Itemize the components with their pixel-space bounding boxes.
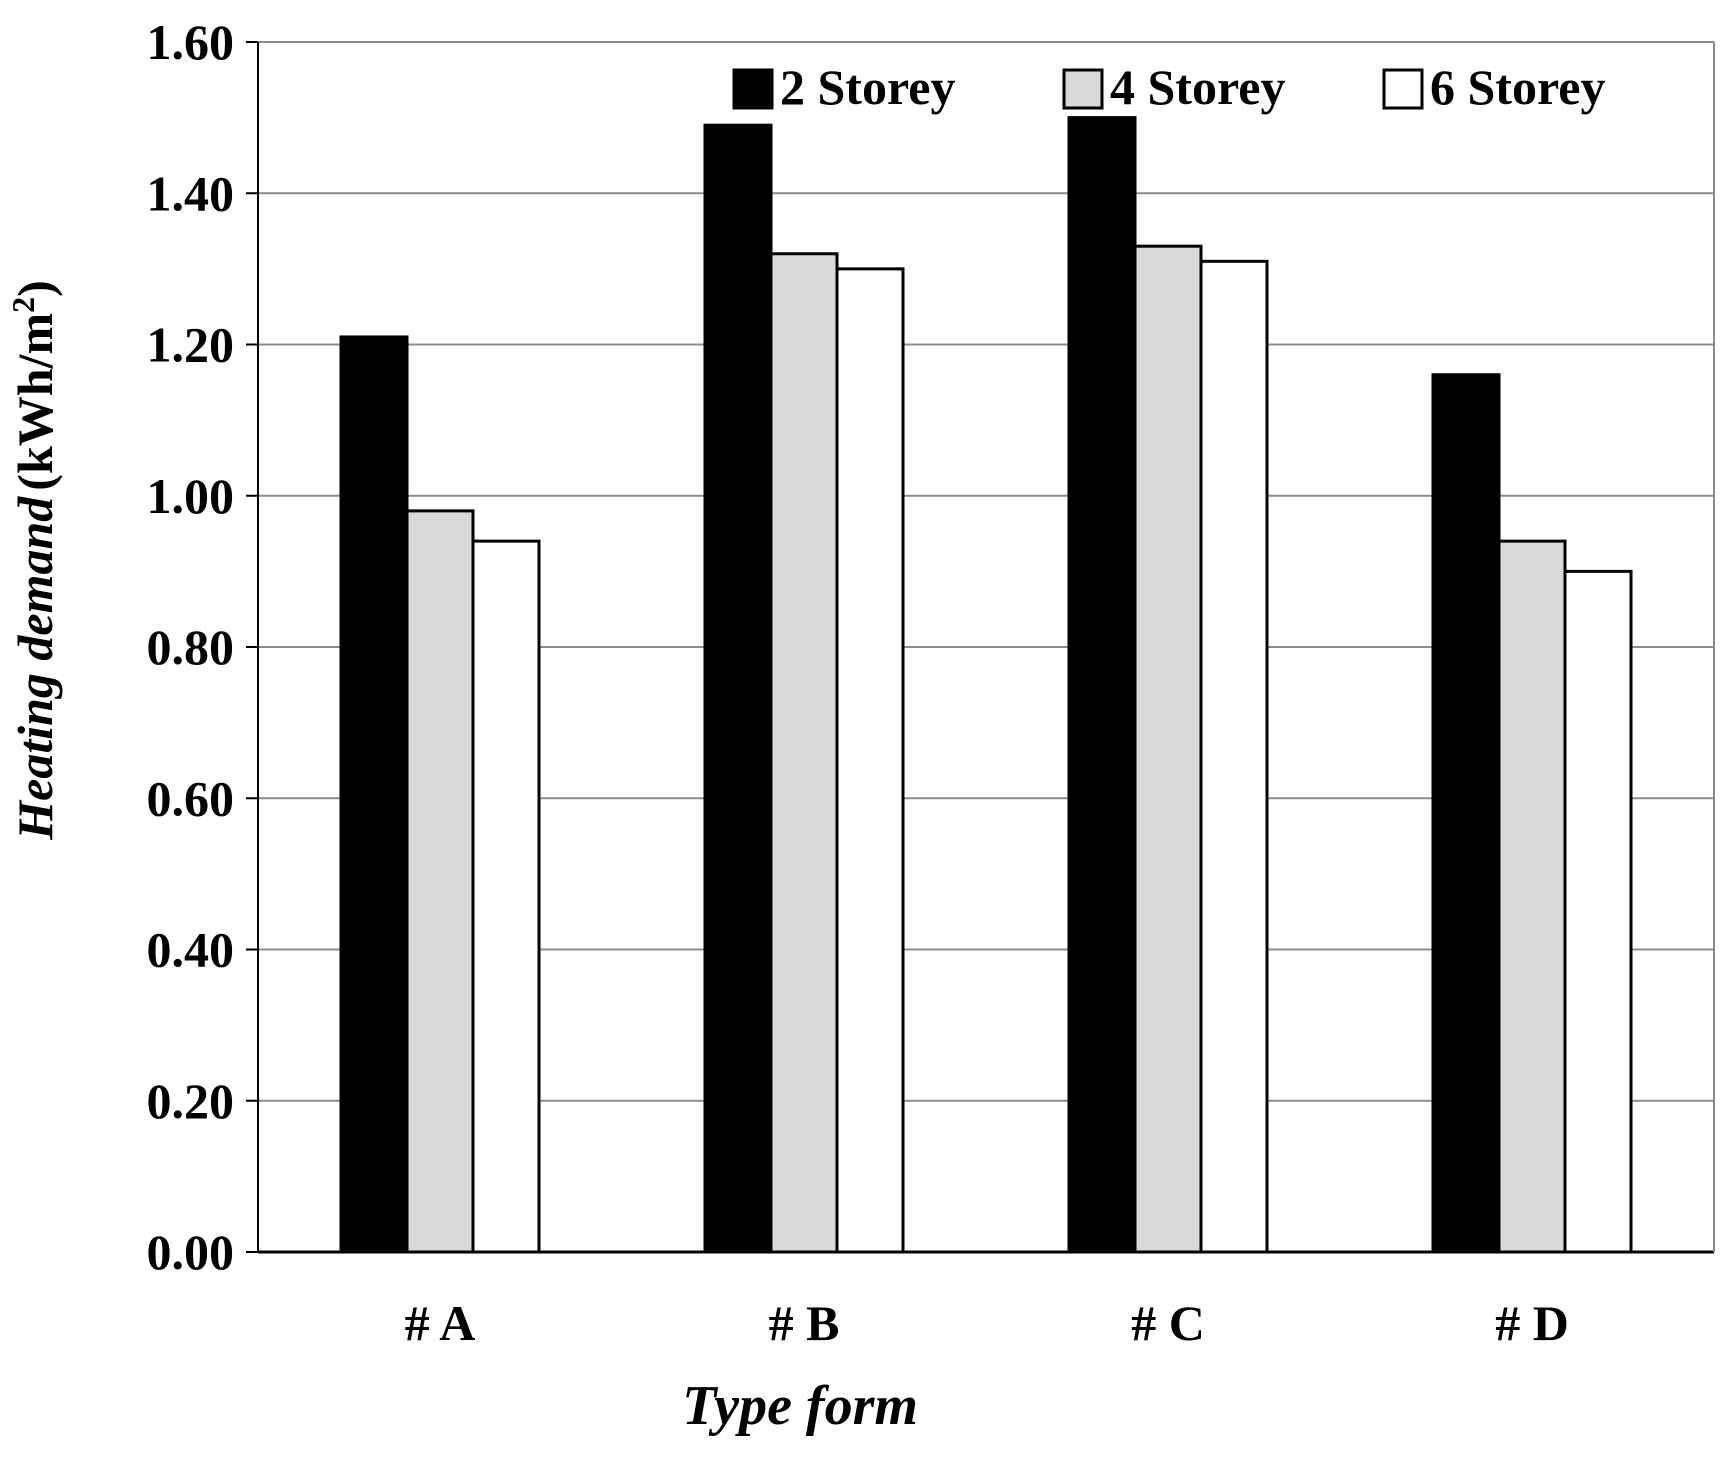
bar (1133, 244, 1203, 1254)
x-tick-label: # A (405, 1295, 476, 1351)
y-tick-label: 1.60 (147, 14, 235, 70)
y-tick-label: 0.60 (147, 770, 235, 826)
y-tick-label: 1.20 (147, 317, 235, 373)
y-tick-label: 0.40 (147, 922, 235, 978)
bar (339, 335, 409, 1254)
bar (703, 123, 773, 1254)
y-tick-label: 0.20 (147, 1073, 235, 1129)
bars (339, 116, 1633, 1254)
legend-swatch (1062, 68, 1104, 110)
y-tick-labels: 0.00 0.20 0.40 0.60 0.80 1.00 1.20 1.40 1.60 (147, 14, 235, 1280)
bar (769, 252, 839, 1254)
bar (1563, 569, 1633, 1254)
y-axis-label-close: ) (7, 280, 63, 297)
legend-swatch (1382, 68, 1424, 110)
legend-label: 6 Storey (1430, 59, 1605, 115)
legend: 2 Storey 4 Storey 6 Storey (732, 59, 1605, 115)
bar (1431, 373, 1501, 1254)
y-tick-label: 1.40 (147, 165, 235, 221)
x-tick-label: # C (1131, 1295, 1205, 1351)
bar (1497, 539, 1567, 1254)
bar (471, 539, 541, 1254)
legend-swatch (732, 68, 774, 110)
y-axis-label: Heating demand(kWh/m2) (5, 280, 63, 841)
x-tick-label: # D (1495, 1295, 1569, 1351)
y-tick-label: 0.80 (147, 619, 235, 675)
bar (1199, 259, 1269, 1254)
x-axis-label: Type form (682, 1375, 918, 1437)
y-axis-label-unit: (kWh/m (7, 313, 63, 491)
y-axis-label-italic: Heating demand (7, 496, 63, 841)
y-tick-label: 0.00 (147, 1224, 235, 1280)
x-tick-labels: # A # B # C # D (405, 1295, 1569, 1351)
bar (835, 267, 905, 1254)
y-tick-label: 1.00 (147, 468, 235, 524)
bar (1067, 116, 1137, 1254)
bar (405, 509, 475, 1254)
x-tick-label: # B (769, 1295, 840, 1351)
axes (257, 42, 1715, 1254)
legend-label: 4 Storey (1110, 59, 1285, 115)
legend-label: 2 Storey (780, 59, 955, 115)
y-axis-label-superscript: 2 (5, 297, 41, 313)
